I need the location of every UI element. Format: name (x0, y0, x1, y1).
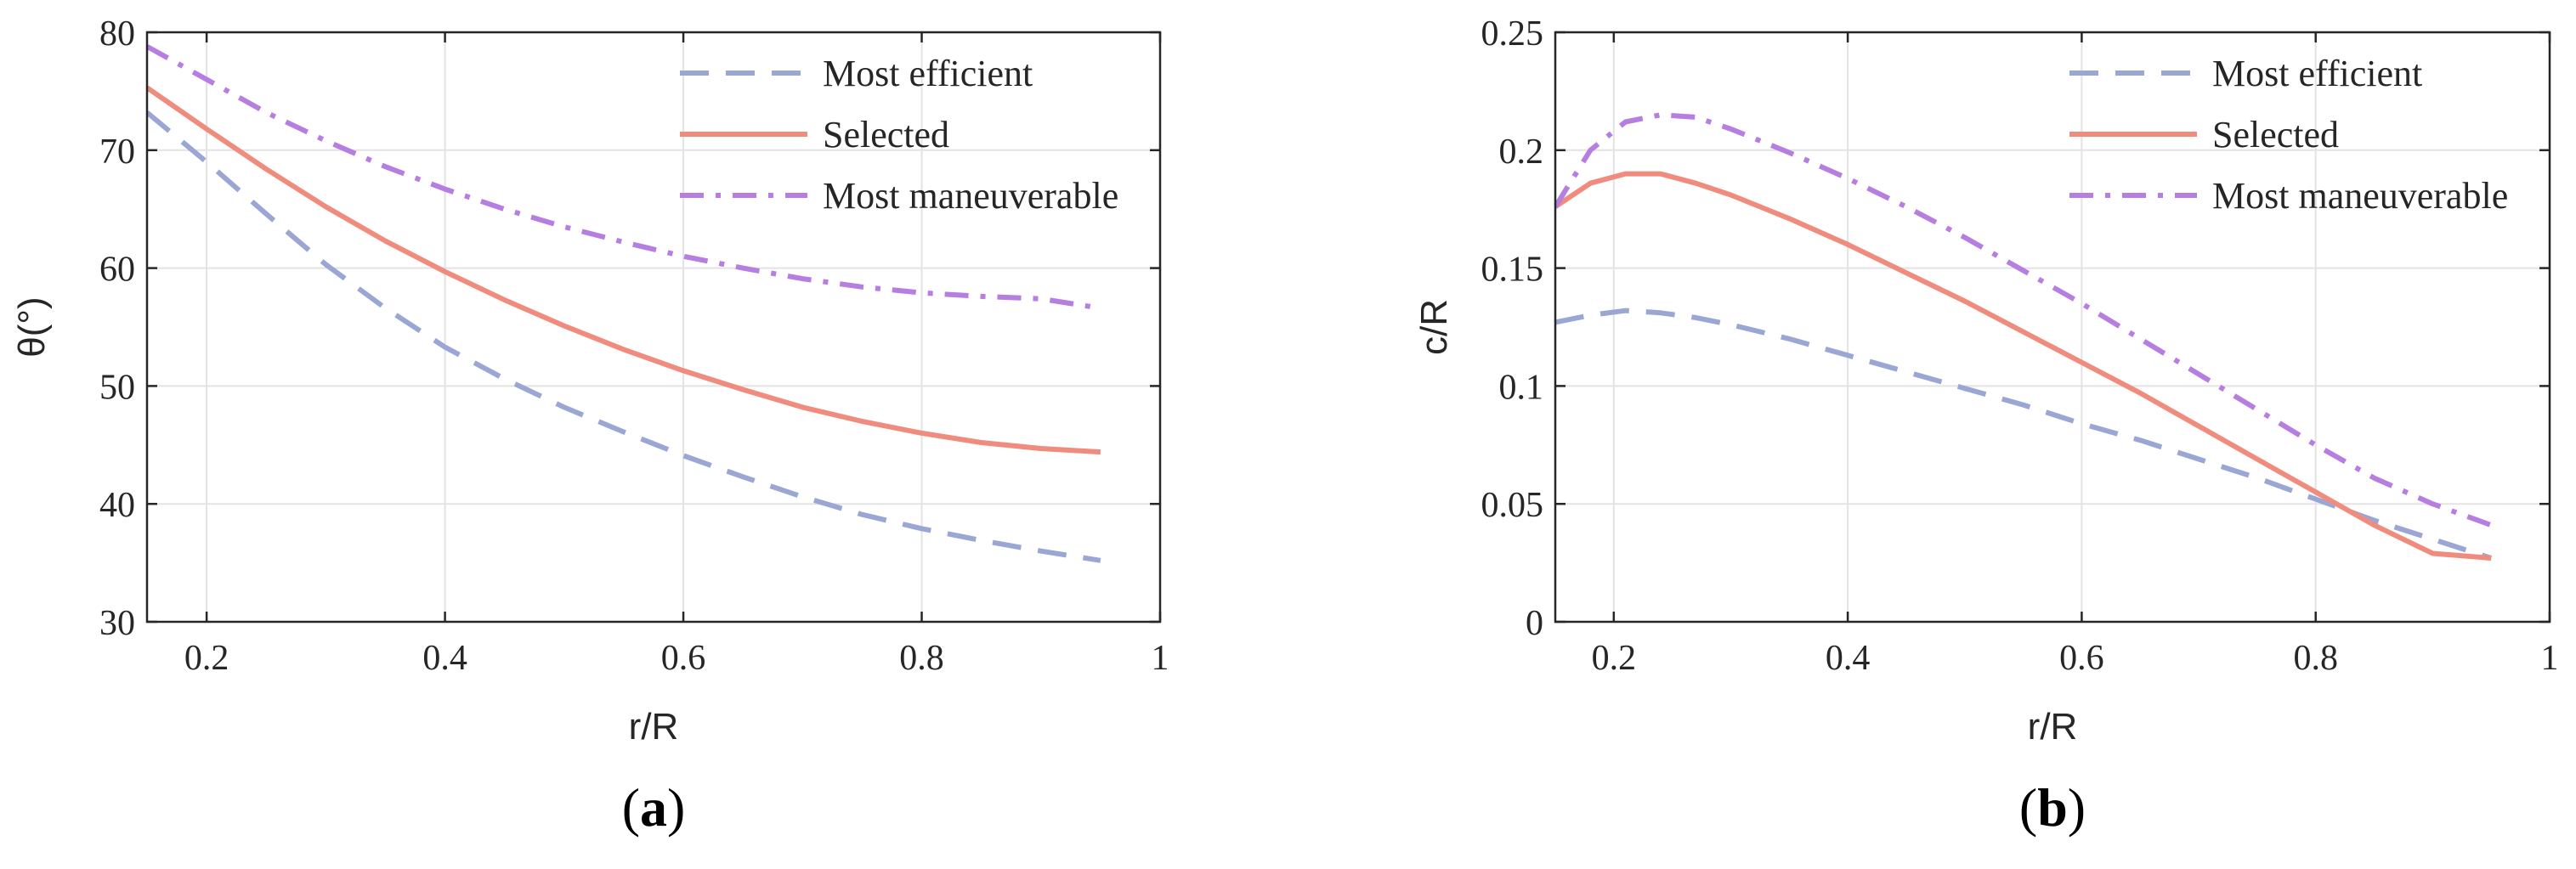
y-tick-label: 0.05 (1481, 486, 1544, 525)
y-tick-label: 0.25 (1481, 14, 1544, 54)
plot-area (1555, 32, 2550, 622)
y-tick-label: 70 (99, 133, 135, 172)
y-tick-label: 60 (99, 251, 135, 290)
y-tick-label: 0 (1526, 604, 1543, 643)
y-tick-label: 0.2 (1499, 133, 1544, 172)
panel-label: (b) (2019, 777, 2086, 838)
x-tick-label: 0.8 (2293, 639, 2338, 678)
legend-entry: Most efficient (823, 53, 1033, 94)
y-tick-label: 0.1 (1499, 368, 1544, 407)
y-tick-label: 0.15 (1481, 251, 1544, 290)
y-tick-label: 50 (99, 368, 135, 407)
chart-panel-a: 0.2 0.4 0.6 0.8 1 30 40 50 60 70 80 r/R θ(°) Most eff… (11, 14, 1169, 838)
y-tick-label: 40 (99, 486, 135, 525)
x-tick-label: 0.6 (661, 639, 706, 678)
x-tick-label: 0.2 (184, 639, 229, 678)
x-tick-label: 1 (1152, 639, 1169, 678)
x-tick-label: 0.4 (422, 639, 467, 678)
chart-panel-b: 0.2 0.4 0.6 0.8 1 0 0.05 0.1 0.15 0.2 0.25 r/R c/R Mo… (1413, 14, 2559, 838)
legend-entry: Selected (2212, 114, 2339, 155)
series-line-most-maneuverable (147, 44, 1101, 311)
legend: Most efficient Selected Most maneuverable (680, 53, 1118, 217)
legend-entry: Selected (823, 114, 949, 155)
x-tick-label: 0.4 (1826, 639, 1871, 678)
x-axis-title: r/R (629, 706, 679, 748)
plot-area (147, 32, 1160, 622)
legend-entry: Most maneuverable (2212, 175, 2508, 217)
x-axis-title: r/R (2028, 706, 2078, 748)
x-tick-label: 0.6 (2059, 639, 2104, 678)
x-tick-label: 0.8 (899, 639, 944, 678)
y-axis-title: c/R (1413, 299, 1455, 355)
y-tick-label: 30 (99, 604, 135, 643)
legend: Most efficient Selected Most maneuverable (2069, 53, 2508, 217)
x-tick-label: 0.2 (1592, 639, 1637, 678)
axes-frame (145, 31, 1162, 624)
y-tick-label: 80 (99, 14, 135, 54)
series-line-selected (1555, 171, 2492, 561)
axes-frame (1554, 31, 2551, 624)
series-line-most-efficient (1555, 308, 2493, 561)
legend-entry: Most maneuverable (823, 175, 1118, 217)
series-line-most-maneuverable (1555, 112, 2493, 528)
panel-label: (a) (622, 777, 686, 838)
x-tick-label: 1 (2541, 639, 2559, 678)
series-line-most-efficient (147, 110, 1101, 563)
legend-entry: Most efficient (2212, 53, 2422, 94)
y-axis-title: θ(°) (11, 296, 53, 357)
series-line-selected (147, 85, 1101, 455)
